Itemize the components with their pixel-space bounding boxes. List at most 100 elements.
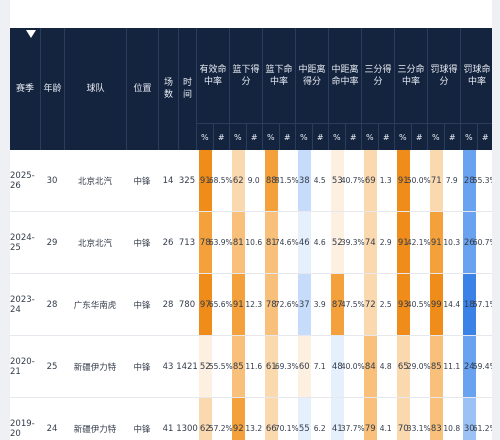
value-cell: 11.6 (245, 362, 263, 371)
percentile-cell: 26 (463, 212, 476, 273)
sub-header-value[interactable]: # (410, 123, 427, 150)
minutes-cell: 1421 (176, 361, 198, 372)
sub-header-value[interactable]: # (377, 123, 394, 150)
percentile-cell: 91 (199, 150, 212, 211)
position-cell: 中锋 (133, 424, 151, 435)
percentile-cell: 62 (232, 150, 245, 211)
games-cell: 43 (162, 361, 174, 372)
value-cell: 4.5 (313, 176, 326, 185)
table-row[interactable]: 2023-24 28 广东华南虎 中锋 28 780 97 65.6% 91 12.3 78 72.6… (10, 274, 492, 336)
sub-header-percentile[interactable]: % (328, 123, 345, 150)
collapse-indicator-icon[interactable] (26, 30, 36, 38)
percentile-cell: 65 (397, 336, 410, 397)
header-group-0[interactable]: 有效命中率 (196, 28, 229, 123)
value-cell: 55.3% (472, 176, 492, 185)
percentile-cell: 70 (397, 398, 410, 440)
header-group-3[interactable]: 中距离得分 (295, 28, 328, 123)
percentile-cell: 91 (430, 212, 443, 273)
value-cell: 4.6 (313, 238, 326, 247)
value-cell: 2.9 (379, 238, 392, 247)
value-cell: 57.2% (208, 424, 233, 433)
sub-header-percentile[interactable]: % (295, 123, 312, 150)
value-cell: 4.1 (379, 424, 392, 433)
header-minutes[interactable]: 时间 (178, 28, 196, 150)
value-cell: 74.6% (274, 238, 299, 247)
header-group-8[interactable]: 罚球命中率 (460, 28, 492, 123)
value-cell: 39.3% (340, 238, 365, 247)
value-cell: 37.7% (340, 424, 365, 433)
percentile-cell: 52 (199, 336, 212, 397)
value-cell: 57.1% (472, 300, 492, 309)
position-cell: 中锋 (133, 176, 151, 187)
sub-header-percentile[interactable]: % (229, 123, 246, 150)
value-cell: 47.5% (340, 300, 365, 309)
percentile-cell: 24 (463, 336, 476, 397)
header-games[interactable]: 场数 (158, 28, 178, 150)
value-cell: 40.5% (406, 300, 431, 309)
table-row[interactable]: 2019-20 24 新疆伊力特 中锋 41 1300 62 57.2% 92 13.2 66 70.… (10, 398, 492, 440)
games-cell: 28 (162, 299, 174, 310)
percentile-cell: 84 (364, 336, 377, 397)
percentile-cell: 61 (265, 336, 278, 397)
sub-header-percentile[interactable]: % (361, 123, 378, 150)
team-cell: 广东华南虎 (73, 300, 117, 311)
header-position[interactable]: 位置 (126, 28, 158, 150)
percentile-cell: 18 (463, 274, 476, 335)
sub-header-value[interactable]: # (212, 123, 229, 150)
value-cell: 10.8 (443, 424, 461, 433)
team-cell: 北京北汽 (77, 238, 112, 249)
position-cell: 中锋 (133, 362, 151, 373)
sub-header-percentile[interactable]: % (262, 123, 279, 150)
percentile-cell: 88 (265, 150, 278, 211)
percentile-cell: 62 (199, 398, 212, 440)
header-group-2[interactable]: 篮下命中率 (262, 28, 295, 123)
table-row[interactable]: 2024-25 29 北京北汽 中锋 26 713 78 63.9% 81 10.6 81 74.6%… (10, 212, 492, 274)
table-header: 赛季 年龄 球队 位置 场数 时间 有效命中率% # 篮下得分% # 篮下命中率% # 中距… (10, 28, 492, 150)
sub-header-value[interactable]: # (443, 123, 460, 150)
table-row[interactable]: 2025-26 30 北京北汽 中锋 14 325 91 68.5% 62 9.0 88 81.5% 3… (10, 150, 492, 212)
sub-header-value[interactable]: # (344, 123, 361, 150)
value-cell: 55.5% (208, 362, 233, 371)
header-group-4[interactable]: 中距离命中率 (328, 28, 361, 123)
value-cell: 4.8 (379, 362, 392, 371)
percentile-cell: 55 (298, 398, 311, 440)
header-age[interactable]: 年龄 (40, 28, 64, 150)
percentile-cell: 91 (397, 150, 410, 211)
sub-header-percentile[interactable]: % (460, 123, 477, 150)
header-team[interactable]: 球队 (64, 28, 126, 150)
header-season[interactable]: 赛季 (15, 84, 34, 94)
sub-header-value[interactable]: # (245, 123, 262, 150)
minutes-cell: 713 (178, 237, 196, 248)
percentile-cell: 41 (331, 398, 344, 440)
value-cell: 2.5 (379, 300, 392, 309)
header-group-5[interactable]: 三分得分 (361, 28, 394, 123)
season-cell: 2025-26 (10, 170, 35, 191)
percentile-cell: 74 (364, 212, 377, 273)
value-cell: 81.5% (274, 176, 299, 185)
percentile-cell: 78 (265, 274, 278, 335)
header-group-7[interactable]: 罚球得分 (427, 28, 460, 123)
sub-header-value[interactable]: # (476, 123, 492, 150)
header-group-6[interactable]: 三分命中率 (394, 28, 427, 123)
value-cell: 10.3 (443, 238, 461, 247)
age-cell: 28 (46, 299, 58, 310)
value-cell: 29.0% (406, 362, 431, 371)
percentile-cell: 71 (430, 150, 443, 211)
percentile-cell: 46 (298, 212, 311, 273)
value-cell: 13.2 (245, 424, 263, 433)
season-cell: 2020-21 (10, 356, 35, 377)
percentile-cell: 53 (331, 150, 344, 211)
header-group-1[interactable]: 篮下得分 (229, 28, 262, 123)
percentile-cell: 81 (265, 212, 278, 273)
sub-header-value[interactable]: # (311, 123, 328, 150)
percentile-cell: 30 (463, 398, 476, 440)
value-cell: 14.4 (443, 300, 461, 309)
age-cell: 24 (46, 423, 58, 434)
sub-header-percentile[interactable]: % (394, 123, 411, 150)
sub-header-percentile[interactable]: % (196, 123, 213, 150)
table-row[interactable]: 2020-21 25 新疆伊力特 中锋 43 1421 52 55.5% 85 11.6 61 69.… (10, 336, 492, 398)
value-cell: 68.5% (208, 176, 233, 185)
games-cell: 14 (162, 175, 174, 186)
sub-header-percentile[interactable]: % (427, 123, 444, 150)
sub-header-value[interactable]: # (278, 123, 295, 150)
